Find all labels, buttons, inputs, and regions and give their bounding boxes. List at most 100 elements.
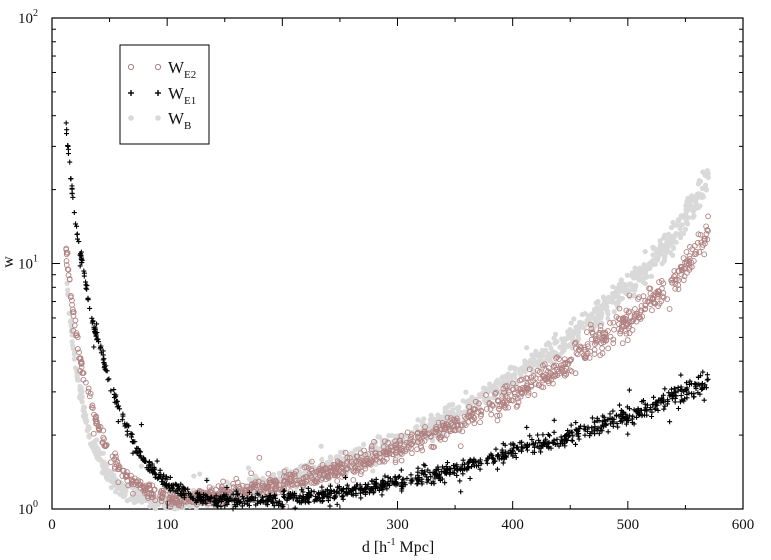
data-point [609,299,615,305]
data-point [230,506,236,512]
data-point [284,480,291,487]
data-point [571,316,577,322]
legend-marker-wb [128,115,161,121]
data-point [158,487,165,494]
data-point [421,438,428,444]
data-point [692,381,698,387]
data-point [637,309,644,316]
data-point [620,409,626,415]
data-point [297,493,303,499]
data-point [536,445,542,451]
data-point [284,496,290,502]
data-point [218,483,225,490]
data-point [514,444,520,450]
data-point [535,432,541,438]
data-point [500,460,506,466]
data-point [197,471,203,477]
data-point [619,416,625,422]
data-point [174,483,180,489]
data-point [292,505,298,511]
y-axis-label: w [0,256,17,268]
data-point [618,418,624,424]
data-point [69,191,75,197]
data-point [186,498,193,504]
data-point [188,493,194,499]
data-point [557,365,563,372]
data-point [655,291,662,298]
data-point [616,321,622,327]
data-point [380,443,387,450]
data-point [554,441,560,447]
series-b [64,168,711,512]
data-point [431,481,437,487]
data-point [164,474,170,480]
data-point [74,373,80,379]
data-point [670,244,676,250]
data-point [408,480,414,486]
data-point [402,482,408,488]
data-point [138,453,144,459]
data-point [89,315,95,321]
data-point [289,482,296,488]
data-point [66,276,73,283]
data-point [532,449,538,455]
data-point [381,458,388,465]
data-point [290,496,296,502]
data-point [637,316,644,322]
data-point [324,459,331,466]
data-point [397,447,404,453]
data-point [141,490,148,496]
data-point [670,233,676,239]
data-point [120,482,126,488]
data-point [147,485,153,492]
data-point [675,388,681,394]
data-point [644,274,650,280]
data-point [611,416,617,422]
data-point [650,292,657,298]
data-point [64,280,70,286]
data-point [634,414,640,420]
data-point [158,472,164,478]
data-point [393,441,400,448]
data-point [74,332,80,339]
data-point [650,401,656,407]
data-point [460,457,466,463]
data-point [425,467,431,473]
data-point [624,272,630,278]
data-point [470,413,477,420]
data-point [426,430,433,437]
data-point [437,474,443,480]
data-point [239,503,245,509]
data-point [108,388,114,394]
data-point [682,396,688,402]
data-point [458,489,464,495]
data-point [246,497,252,503]
data-point [595,425,601,431]
data-point [537,375,544,382]
data-point [64,250,71,256]
data-point [93,437,100,443]
data-point [308,493,314,499]
data-point [601,300,607,306]
data-point [303,478,310,485]
data-point [576,425,582,431]
data-point [680,230,687,237]
data-point [569,429,575,435]
data-point [444,404,451,410]
data-point [302,474,309,480]
data-point [516,447,522,453]
data-point [84,286,90,292]
data-point [660,392,666,398]
data-point [305,485,311,491]
data-point [505,378,511,384]
data-point [490,455,496,461]
data-point [463,415,470,422]
data-point [430,444,436,450]
data-point [101,465,108,471]
data-point [366,490,372,496]
data-point [605,345,611,352]
data-point [470,459,476,465]
data-point [63,262,70,268]
data-point [483,392,489,398]
data-point [132,488,138,494]
